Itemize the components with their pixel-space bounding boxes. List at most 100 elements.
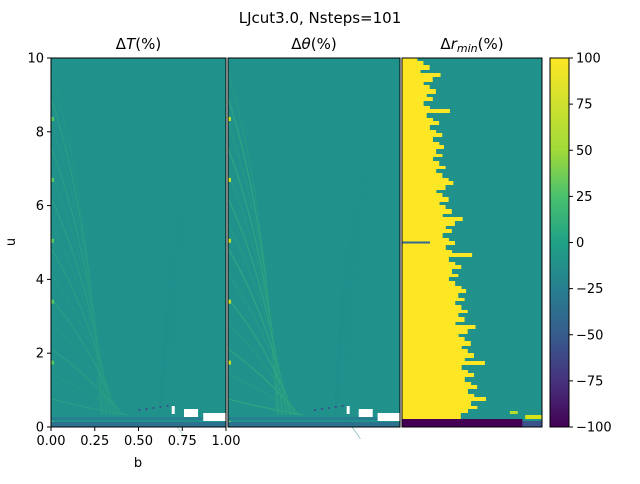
streak <box>227 323 298 416</box>
saturated-strip <box>402 406 478 409</box>
y-tick-label: 0 <box>36 421 44 436</box>
streak <box>50 248 116 416</box>
x-tick-label: 0.25 <box>80 434 109 449</box>
saturated-strip <box>402 65 430 70</box>
dark-cell <box>145 408 148 410</box>
dark-cell <box>327 407 330 409</box>
streak <box>159 288 197 416</box>
panel-delta-theta <box>227 58 400 440</box>
saturated-strip <box>402 329 468 334</box>
saturated-strip <box>402 409 469 413</box>
edge-marker <box>51 299 54 304</box>
saturated-strip <box>402 197 449 202</box>
saturated-strip <box>402 106 430 109</box>
streak <box>227 373 302 416</box>
x-tick-label: 1.00 <box>212 434 241 449</box>
saturated-strip <box>402 125 430 130</box>
streak <box>50 72 101 416</box>
panel-title-variable: r <box>451 35 458 53</box>
saturated-strip <box>402 169 437 173</box>
saturated-strip <box>402 349 468 353</box>
saturated-strip <box>402 389 468 394</box>
edge-marker <box>51 360 54 365</box>
saturated-strip <box>402 193 443 197</box>
saturated-strip <box>402 286 462 289</box>
saturated-strip <box>402 365 462 370</box>
panel-title-variable: θ <box>302 35 311 53</box>
saturated-strip <box>402 233 443 238</box>
colorbar-tick-label: 25 <box>576 190 593 205</box>
saturated-strip <box>402 310 468 313</box>
missing-cell <box>346 406 350 414</box>
panel-delta-t <box>50 58 226 440</box>
saturated-strip <box>402 322 456 325</box>
low-band <box>522 421 542 427</box>
saturated-strip <box>402 317 465 322</box>
saturated-strip <box>402 181 454 185</box>
saturated-strip <box>402 109 450 113</box>
y-tick-label: 6 <box>36 199 44 214</box>
saturated-strip <box>402 373 475 377</box>
colorbar-tick-label: 100 <box>576 52 601 67</box>
saturated-strip <box>402 341 471 346</box>
colorbar: 100 75 50 25 0 −25 −50 −75 −100 <box>549 52 612 436</box>
edge-marker <box>51 117 54 122</box>
saturated-strip <box>402 178 449 181</box>
heatmap-background <box>228 58 400 427</box>
saturated-strip <box>402 401 472 406</box>
streak <box>227 348 300 416</box>
saturated-strip <box>402 274 459 277</box>
streak <box>227 172 286 416</box>
saturated-strip <box>402 70 421 73</box>
saturated-strip <box>402 370 468 373</box>
saturated-strip <box>402 377 465 382</box>
axes-frame <box>401 57 543 428</box>
colorbar-tick-label: −75 <box>576 374 603 389</box>
dark-cell <box>314 409 316 411</box>
streak <box>50 373 126 416</box>
dark-cell <box>341 405 344 407</box>
x-tick-label: 0.50 <box>124 434 153 449</box>
saturated-strip <box>402 346 462 349</box>
saturated-strip <box>402 298 465 301</box>
saturated-strip <box>402 253 473 257</box>
y-axis-label: u <box>4 238 19 246</box>
saturated-strip <box>402 190 437 193</box>
axes: 0 2 4 6 8 10 0.00 0.25 0.50 0.75 1.00 <box>27 52 543 449</box>
panel-delta-rmin <box>402 58 542 427</box>
streak <box>159 386 190 416</box>
saturated-strip <box>402 145 444 149</box>
saturated-strip <box>402 121 440 125</box>
edge-marker <box>51 177 54 182</box>
saturated-strip <box>402 94 427 97</box>
saturated-strip <box>402 305 462 310</box>
edge-marker <box>228 117 231 122</box>
streak <box>50 172 109 416</box>
streak <box>334 338 368 416</box>
streak <box>159 313 195 416</box>
heatmap-arc-streaks <box>227 72 384 440</box>
edge-marker <box>228 177 231 182</box>
saturated-strip <box>402 257 449 262</box>
saturated-strip <box>402 334 459 337</box>
panel-title-suffix: (%) <box>135 35 161 53</box>
saturated-strip <box>402 77 433 82</box>
low-band <box>228 417 400 420</box>
saturated-strip <box>402 281 456 286</box>
streak <box>159 263 199 416</box>
missing-cell <box>171 406 175 414</box>
colorbar-tick-label: 75 <box>576 98 593 113</box>
saturated-strip <box>402 154 443 157</box>
x-tick-label: 0.00 <box>37 434 66 449</box>
saturated-strip <box>402 214 443 217</box>
saturated-strip <box>402 133 443 137</box>
saturated-strip <box>402 137 433 142</box>
saturated-strip <box>402 101 424 106</box>
streak <box>159 212 202 416</box>
bright-cell <box>525 415 542 419</box>
saturated-strip <box>402 325 476 329</box>
streak <box>50 147 107 416</box>
missing-cell <box>203 413 226 421</box>
dark-cell <box>152 407 155 409</box>
streak <box>50 122 105 416</box>
